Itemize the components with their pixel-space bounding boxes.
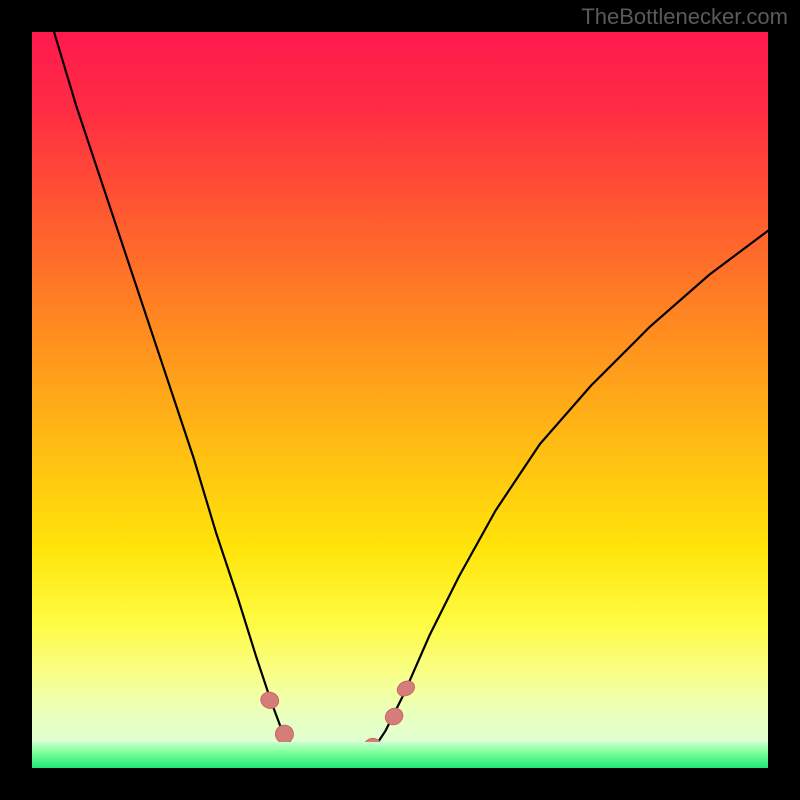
curve-path — [54, 32, 768, 760]
watermark-text: TheBottlenecker.com — [581, 4, 788, 30]
curve-marker — [382, 705, 406, 728]
curve-marker — [395, 678, 417, 699]
green-strip — [32, 742, 768, 768]
bottleneck-curve — [32, 32, 768, 768]
curve-marker — [259, 690, 281, 711]
plot-area — [32, 32, 768, 768]
stage: TheBottlenecker.com — [0, 0, 800, 800]
